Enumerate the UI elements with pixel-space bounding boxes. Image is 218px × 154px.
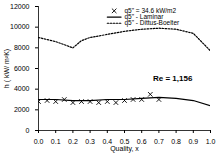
svg-text:4000: 4000	[14, 85, 30, 92]
svg-text:0.4: 0.4	[102, 138, 113, 146]
svg-text:0.1: 0.1	[51, 138, 61, 145]
svg-text:0.8: 0.8	[171, 138, 181, 145]
svg-text:q5" = 34.6 kW/m2: q5" = 34.6 kW/m2	[124, 6, 177, 14]
svg-text:0.5: 0.5	[119, 138, 130, 146]
svg-text:8000: 8000	[14, 44, 30, 51]
svg-text:0.6: 0.6	[136, 138, 147, 146]
svg-text:12000: 12000	[10, 3, 30, 10]
svg-text:0.0: 0.0	[34, 138, 44, 145]
svg-text:0.3: 0.3	[85, 138, 95, 145]
svg-text:0.2: 0.2	[68, 138, 78, 145]
svg-text:1.0: 1.0	[206, 138, 216, 145]
svg-text:0.7: 0.7	[154, 138, 164, 145]
svg-text:q5" - Laminar: q5" - Laminar	[124, 13, 164, 21]
svg-text:q5" - Dittus-Boelter: q5" - Dittus-Boelter	[125, 19, 181, 27]
svg-text:6000: 6000	[14, 65, 30, 72]
svg-text:h ( kW/ m²K): h ( kW/ m²K)	[3, 49, 11, 88]
svg-text:0.9: 0.9	[188, 138, 198, 145]
svg-text:Re = 1,156: Re = 1,156	[153, 74, 193, 83]
svg-text:10000: 10000	[10, 23, 30, 30]
svg-text:2000: 2000	[14, 106, 30, 113]
svg-text:Quality, x: Quality, x	[110, 145, 139, 153]
svg-text:0: 0	[26, 127, 30, 134]
